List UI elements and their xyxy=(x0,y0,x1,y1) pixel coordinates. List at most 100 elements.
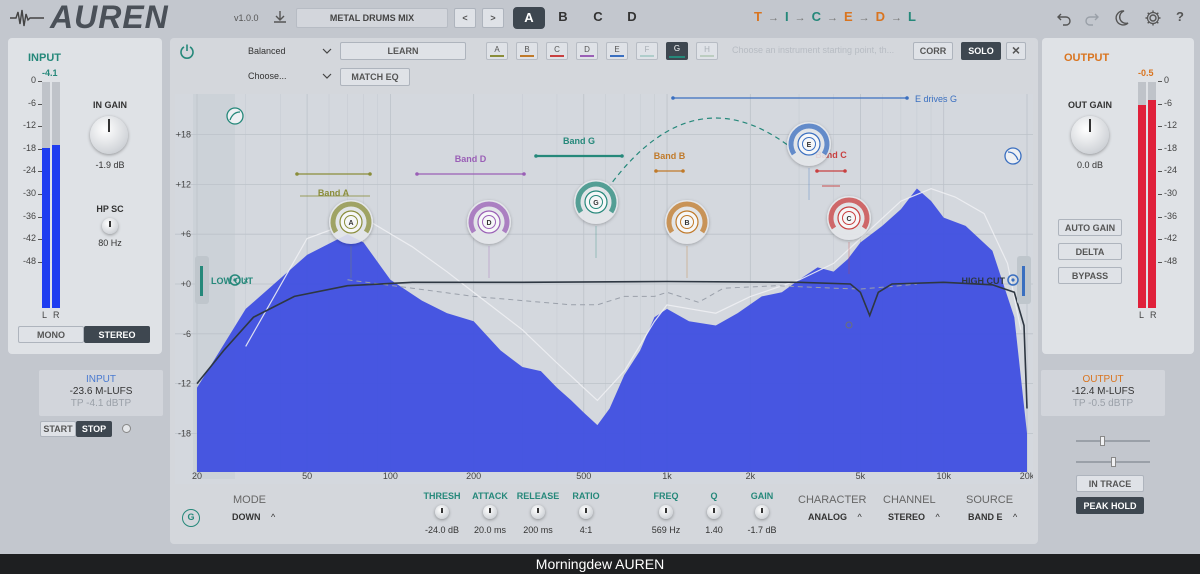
processing-chain[interactable]: T → I → C → E → D → L xyxy=(754,9,916,24)
band-tab-d[interactable]: D xyxy=(576,42,598,60)
stereo-button[interactable]: STEREO xyxy=(84,326,150,343)
mono-button[interactable]: MONO xyxy=(18,326,84,343)
band-node-g[interactable]: G xyxy=(574,180,618,224)
band-node-core[interactable] xyxy=(837,206,861,230)
band-node-d[interactable]: D xyxy=(467,200,511,244)
band-node-a[interactable]: A xyxy=(329,200,373,244)
delta-button[interactable]: DELTA xyxy=(1058,243,1122,260)
thresh-knob[interactable] xyxy=(435,505,449,519)
save-preset-icon[interactable] xyxy=(272,9,288,25)
source-select[interactable]: BAND E ^ xyxy=(968,512,1038,522)
snapshot-a-button[interactable]: A xyxy=(513,7,545,29)
low-cut-close-icon[interactable]: × xyxy=(243,276,249,287)
band-range-handle[interactable] xyxy=(620,154,624,158)
hp-sc-knob[interactable] xyxy=(102,218,118,234)
q-knob[interactable] xyxy=(707,505,721,519)
trace-slider-2-thumb[interactable] xyxy=(1111,457,1116,467)
band-tab-g[interactable]: G xyxy=(666,42,688,60)
band-node-c[interactable]: C xyxy=(827,196,871,240)
band-node-core[interactable] xyxy=(797,132,821,156)
instrument-choose-select[interactable]: Choose... xyxy=(210,68,334,84)
high-cut-slope-icon[interactable] xyxy=(1004,147,1022,165)
low-cut-node-dot xyxy=(233,278,237,282)
freq-knob[interactable] xyxy=(659,505,673,519)
band-tab-b[interactable]: B xyxy=(516,42,538,60)
auto-gain-button[interactable]: AUTO GAIN xyxy=(1058,219,1122,236)
band-indicator[interactable]: G xyxy=(182,509,200,527)
preset-name[interactable]: METAL DRUMS MIX xyxy=(296,8,448,28)
dark-mode-moon-icon[interactable] xyxy=(1114,9,1130,27)
band-node-core[interactable] xyxy=(339,210,363,234)
preset-next-button[interactable]: > xyxy=(482,8,504,28)
help-button[interactable]: ? xyxy=(1176,9,1184,24)
trace-slider-2[interactable] xyxy=(1076,457,1150,467)
band-tab-f[interactable]: F xyxy=(636,42,658,60)
band-range-handle[interactable] xyxy=(368,172,372,176)
match-eq-button[interactable]: MATCH EQ xyxy=(340,68,410,86)
band-tab-c[interactable]: C xyxy=(546,42,568,60)
in-trace-button[interactable]: IN TRACE xyxy=(1076,475,1144,492)
release-knob[interactable] xyxy=(531,505,545,519)
loudness-reset-indicator[interactable] xyxy=(122,424,131,433)
band-range-handle[interactable] xyxy=(681,169,685,173)
in-gain-knob[interactable] xyxy=(90,116,128,154)
snapshot-b-button[interactable]: B xyxy=(558,9,568,24)
chain-arrow-icon: → xyxy=(767,12,779,24)
close-panel-button[interactable]: × xyxy=(1006,42,1026,60)
out-gain-knob[interactable] xyxy=(1071,116,1109,154)
output-scale-mark xyxy=(1158,216,1162,218)
band-node-b[interactable]: B xyxy=(665,200,709,244)
snapshot-c-button[interactable]: C xyxy=(593,9,603,24)
band-range-handle[interactable] xyxy=(905,96,909,100)
high-cut-node[interactable] xyxy=(1007,274,1019,286)
band-range-handle[interactable] xyxy=(415,172,419,176)
loudness-start-button[interactable]: START xyxy=(40,421,76,437)
undo-icon[interactable] xyxy=(1056,10,1072,26)
band-range-handle[interactable] xyxy=(671,96,675,100)
band-range-handle[interactable] xyxy=(654,169,658,173)
channel-select[interactable]: STEREO ^ xyxy=(888,512,958,522)
band-tab-e[interactable]: E xyxy=(606,42,628,60)
settings-gear-icon[interactable] xyxy=(1144,9,1162,27)
processing-mode-select[interactable]: Balanced xyxy=(210,43,334,59)
character-select[interactable]: ANALOG ^ xyxy=(808,512,878,522)
chain-item-d[interactable]: D xyxy=(875,9,886,24)
band-range-handle[interactable] xyxy=(843,169,847,173)
preset-prev-button[interactable]: < xyxy=(454,8,476,28)
band-nodes[interactable]: A D G B E C xyxy=(329,122,871,329)
ratio-knob[interactable] xyxy=(579,505,593,519)
band-range-handle[interactable] xyxy=(815,169,819,173)
loudness-stop-button[interactable]: STOP xyxy=(76,421,112,437)
solo-button[interactable]: SOLO xyxy=(961,42,1001,60)
low-cut-node[interactable] xyxy=(229,274,241,286)
band-node-e[interactable]: E xyxy=(787,122,831,166)
learn-button[interactable]: LEARN xyxy=(340,42,466,60)
band-node-core[interactable] xyxy=(477,210,501,234)
chain-item-t[interactable]: T xyxy=(754,9,762,24)
snapshot-d-button[interactable]: D xyxy=(627,9,637,24)
low-cut-slope-icon[interactable] xyxy=(226,107,244,125)
eq-graph[interactable]: 20 50 100 200 500 1k 2k 5k 10k 20k +18 +12 +6 +0 -6 -12… xyxy=(175,94,1033,484)
band-tab-a[interactable]: A xyxy=(486,42,508,60)
corr-button[interactable]: CORR xyxy=(913,42,953,60)
bypass-button[interactable]: BYPASS xyxy=(1058,267,1122,284)
chain-item-l[interactable]: L xyxy=(908,9,916,24)
trace-slider-1[interactable] xyxy=(1076,436,1150,446)
trace-slider-1-thumb[interactable] xyxy=(1100,436,1105,446)
band-node-core[interactable] xyxy=(584,190,608,214)
band-tab-h[interactable]: H xyxy=(696,42,718,60)
power-icon[interactable] xyxy=(179,43,195,59)
redo-icon[interactable] xyxy=(1084,10,1100,26)
band-range-handle[interactable] xyxy=(522,172,526,176)
gain-knob[interactable] xyxy=(755,505,769,519)
chain-item-e[interactable]: E xyxy=(843,9,853,24)
band-range-handle[interactable] xyxy=(295,172,299,176)
chain-item-c[interactable]: C xyxy=(811,9,821,24)
peak-hold-button[interactable]: PEAK HOLD xyxy=(1076,497,1144,514)
chain-item-i[interactable]: I xyxy=(784,9,789,24)
band-node-core[interactable] xyxy=(675,210,699,234)
attack-knob[interactable] xyxy=(483,505,497,519)
band-range-handle[interactable] xyxy=(534,154,538,158)
mode-select[interactable]: DOWN ^ xyxy=(232,512,292,522)
